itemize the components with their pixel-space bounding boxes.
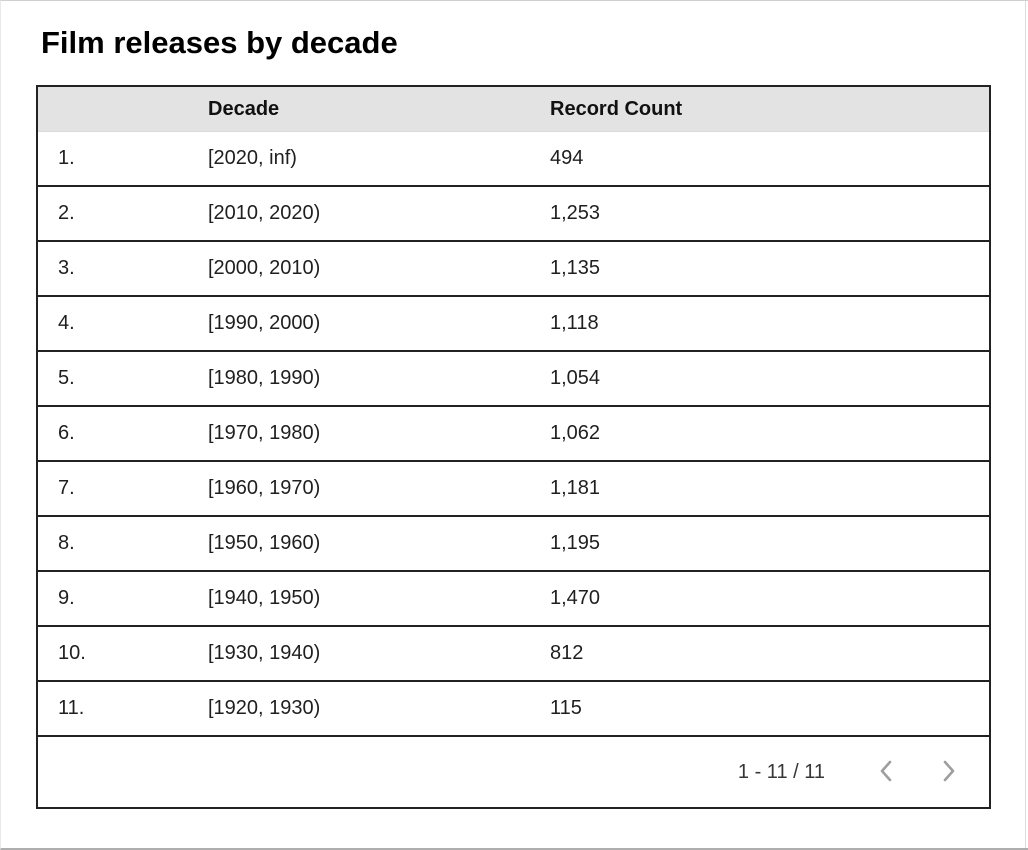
row-decade: [1960, 1970) [208,477,321,499]
row-decade: [2020, inf) [208,147,297,169]
table-row: 2. [2010, 2020) 1,253 [38,187,989,242]
row-record-count: 1,054 [550,367,601,389]
row-record-count: 812 [550,642,584,664]
table-row: 1. [2020, inf) 494 [38,132,989,187]
row-record-count: 1,470 [550,587,601,609]
row-index: 10. [58,642,86,664]
column-header-record-count[interactable]: Record Count [550,97,683,120]
row-decade: [1950, 1960) [208,532,321,554]
row-decade: [2000, 2010) [208,257,321,279]
chevron-right-icon [943,760,956,785]
table-card: Decade Record Count 1. [2020, inf) 494 2. [2… [36,85,991,809]
row-record-count: 1,195 [550,532,601,554]
row-index: 4. [58,312,75,334]
table-footer: 1 - 11 / 11 [38,737,989,807]
row-decade: [1990, 2000) [208,312,321,334]
row-index: 2. [58,202,75,224]
row-record-count: 1,181 [550,477,601,499]
row-record-count: 494 [550,147,584,169]
row-decade: [1930, 1940) [208,642,321,664]
table-row: 7. [1960, 1970) 1,181 [38,462,989,517]
row-record-count: 1,135 [550,257,601,279]
table-row: 8. [1950, 1960) 1,195 [38,517,989,572]
row-index: 6. [58,422,75,444]
row-record-count: 1,062 [550,422,601,444]
table-row: 11. [1920, 1930) 115 [38,682,989,737]
pagination-next-button[interactable] [939,759,959,785]
row-index: 7. [58,477,75,499]
pagination-range: 1 - 11 / 11 [737,760,825,783]
table-row: 5. [1980, 1990) 1,054 [38,352,989,407]
table-body: 1. [2020, inf) 494 2. [2010, 2020) 1,253 3. [20… [38,132,989,737]
chevron-left-icon [879,760,892,785]
table-header-row: Decade Record Count [38,87,989,132]
table-row: 4. [1990, 2000) 1,118 [38,297,989,352]
row-record-count: 1,118 [550,312,599,334]
table-row: 6. [1970, 1980) 1,062 [38,407,989,462]
pagination-prev-button[interactable] [875,759,895,785]
row-index: 1. [58,147,75,169]
row-index: 9. [58,587,75,609]
row-decade: [1980, 1990) [208,367,321,389]
table-row: 10. [1930, 1940) 812 [38,627,989,682]
row-record-count: 1,253 [550,202,601,224]
row-index: 3. [58,257,75,279]
row-index: 11. [58,697,85,719]
row-decade: [2010, 2020) [208,202,321,224]
row-decade: [1970, 1980) [208,422,321,444]
row-decade: [1920, 1930) [208,697,321,719]
page-right-edge-line [1025,1,1026,848]
page-title: Film releases by decade [41,25,398,60]
column-header-decade[interactable]: Decade [208,97,280,120]
row-decade: [1940, 1950) [208,587,321,609]
row-index: 5. [58,367,75,389]
row-record-count: 115 [550,697,582,719]
table-row: 3. [2000, 2010) 1,135 [38,242,989,297]
table-row: 9. [1940, 1950) 1,470 [38,572,989,627]
row-index: 8. [58,532,75,554]
